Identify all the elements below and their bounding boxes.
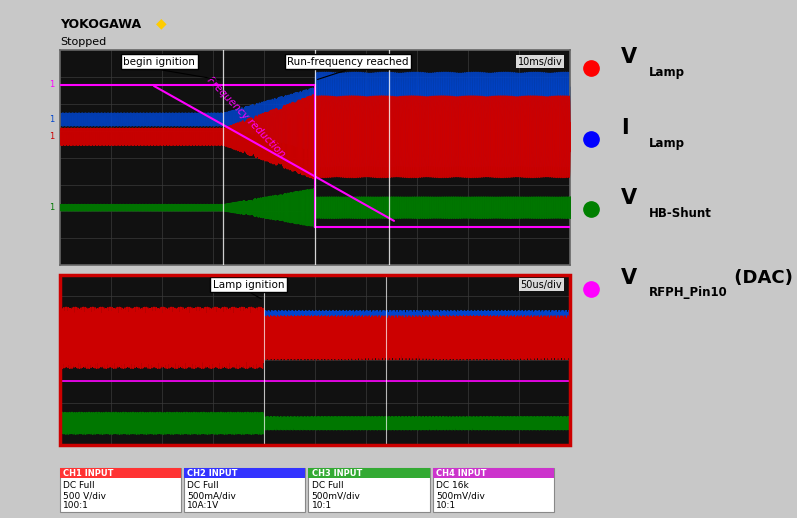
Text: (DAC): (DAC) [728, 268, 793, 286]
Text: 10A:1V: 10A:1V [187, 501, 219, 510]
Text: V: V [621, 188, 637, 208]
Text: CH1 INPUT: CH1 INPUT [63, 469, 113, 478]
Text: 500mV/div: 500mV/div [312, 491, 360, 500]
Text: HB-Shunt: HB-Shunt [649, 207, 712, 220]
Text: 10ms/div: 10ms/div [517, 56, 562, 67]
Text: RFPH_Pin10: RFPH_Pin10 [649, 286, 728, 299]
Text: 1: 1 [49, 132, 55, 141]
Text: CH2 INPUT: CH2 INPUT [187, 469, 238, 478]
Text: 10:1: 10:1 [436, 501, 456, 510]
Text: CH4 INPUT: CH4 INPUT [436, 469, 486, 478]
Text: 500 V/div: 500 V/div [63, 491, 106, 500]
Text: CH3 INPUT: CH3 INPUT [312, 469, 362, 478]
Text: V: V [621, 267, 637, 287]
Text: Stopped: Stopped [60, 37, 106, 47]
Text: DC 16k: DC 16k [436, 481, 469, 490]
Text: Lamp: Lamp [649, 137, 685, 150]
Text: 50us/div: 50us/div [520, 280, 562, 290]
Text: Lamp: Lamp [649, 66, 685, 79]
Text: V: V [621, 47, 637, 67]
Text: 1: 1 [49, 80, 55, 89]
Text: 500mV/div: 500mV/div [436, 491, 485, 500]
Text: 1: 1 [49, 114, 55, 123]
Text: ◆: ◆ [156, 17, 167, 31]
Text: Run-frequency reached: Run-frequency reached [287, 56, 409, 67]
Text: 500mA/div: 500mA/div [187, 491, 236, 500]
Text: 1: 1 [49, 203, 55, 212]
Text: DC Full: DC Full [63, 481, 95, 490]
Text: DC Full: DC Full [312, 481, 344, 490]
Text: begin ignition: begin ignition [124, 56, 195, 67]
Text: 100:1: 100:1 [63, 501, 88, 510]
Text: I: I [621, 118, 629, 138]
Text: DC Full: DC Full [187, 481, 219, 490]
Text: Frequency reduction: Frequency reduction [205, 75, 287, 160]
Text: YOKOGAWA: YOKOGAWA [60, 18, 141, 31]
Text: Lamp ignition: Lamp ignition [213, 280, 285, 290]
Text: 10:1: 10:1 [312, 501, 332, 510]
